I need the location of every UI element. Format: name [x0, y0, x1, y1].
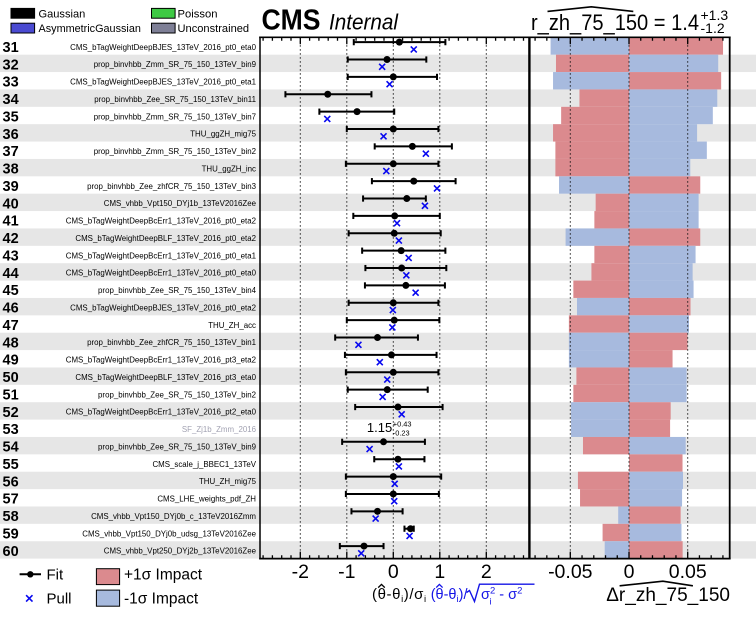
svg-text:0: 0	[624, 561, 635, 583]
svg-text:CMS_scale_j_BBEC1_13TeV: CMS_scale_j_BBEC1_13TeV	[152, 460, 256, 469]
svg-text:0.05: 0.05	[669, 561, 707, 583]
svg-text:33: 33	[3, 75, 19, 91]
svg-text:CMS_bTagWeightDeepBcErr1_13TeV: CMS_bTagWeightDeepBcErr1_13TeV_2016_pt3_…	[66, 356, 256, 365]
svg-text:Pull: Pull	[47, 591, 72, 608]
svg-text:Internal: Internal	[329, 10, 399, 35]
svg-text:Fit: Fit	[47, 567, 64, 584]
svg-text:55: 55	[3, 457, 19, 473]
svg-text:r_zh_75_150 = 1.4: r_zh_75_150 = 1.4	[531, 10, 699, 35]
svg-text:CMS_bTagWeightDeepBcErr1_13TeV: CMS_bTagWeightDeepBcErr1_13TeV_2016_pt0_…	[66, 251, 256, 260]
svg-text:-1σ Impact: -1σ Impact	[124, 591, 199, 608]
svg-text:THU_ZH_mig75: THU_ZH_mig75	[199, 477, 257, 486]
svg-text:CMS_bTagWeightDeepBcErr1_13TeV: CMS_bTagWeightDeepBcErr1_13TeV_2016_pt0_…	[66, 217, 256, 226]
svg-text:THU_ggZH_inc: THU_ggZH_inc	[202, 164, 256, 173]
svg-text:Δr_zh_75_150: Δr_zh_75_150	[606, 585, 730, 606]
svg-text:prop_binvhbb_Zmm_SR_75_150_13T: prop_binvhbb_Zmm_SR_75_150_13TeV_bin9	[94, 60, 257, 69]
svg-text:prop_binvhbb_Zmm_SR_75_150_13T: prop_binvhbb_Zmm_SR_75_150_13TeV_bin2	[94, 147, 256, 156]
svg-text:prop_binvhbb_Zee_SR_75_150_13T: prop_binvhbb_Zee_SR_75_150_13TeV_bin2	[98, 390, 256, 399]
svg-text:CMS_vhbb_Vpt150_DYj1b_13TeV201: CMS_vhbb_Vpt150_DYj1b_13TeV2016Zee	[104, 199, 257, 208]
svg-text:34: 34	[3, 92, 19, 108]
svg-text:35: 35	[3, 109, 19, 125]
svg-text:+1.3: +1.3	[701, 7, 729, 23]
svg-text:prop_binvhbb_Zee_SR_75_150_13T: prop_binvhbb_Zee_SR_75_150_13TeV_bin11	[94, 95, 256, 104]
svg-text:CMS_vhbb_Vpt250_DYj2b_13TeV201: CMS_vhbb_Vpt250_DYj2b_13TeV2016Zee	[104, 547, 257, 556]
svg-text:57: 57	[3, 492, 19, 508]
svg-text:32: 32	[3, 57, 19, 73]
svg-text:THU_ZH_acc: THU_ZH_acc	[208, 321, 256, 330]
svg-text:46: 46	[3, 301, 19, 317]
svg-text:CMS_LHE_weights_pdf_ZH: CMS_LHE_weights_pdf_ZH	[157, 495, 256, 504]
svg-text:-0.05: -0.05	[548, 561, 593, 583]
svg-text:58: 58	[3, 509, 19, 525]
svg-text:(θ-θi)/: (θ-θi)/	[431, 587, 469, 605]
svg-text:59: 59	[3, 526, 19, 542]
svg-text:SF_Zj1b_Zmm_2016: SF_Zj1b_Zmm_2016	[182, 425, 257, 434]
svg-text:60: 60	[3, 544, 19, 560]
svg-text:38: 38	[3, 162, 19, 178]
svg-text:prop_binvhbb_Zee_zhfCR_75_150_: prop_binvhbb_Zee_zhfCR_75_150_13TeV_bin1	[87, 338, 256, 347]
svg-text:36: 36	[3, 127, 19, 143]
svg-text:40: 40	[3, 196, 19, 212]
svg-text:-2: -2	[292, 561, 309, 583]
svg-text:prop_binvhbb_Zee_zhfCR_75_150_: prop_binvhbb_Zee_zhfCR_75_150_13TeV_bin3	[87, 182, 257, 191]
svg-text:0: 0	[388, 561, 399, 583]
svg-text:CMS_bTagWeightDeepBJES_13TeV_2: CMS_bTagWeightDeepBJES_13TeV_2016_pt0_et…	[70, 303, 256, 312]
svg-text:45: 45	[3, 283, 19, 299]
svg-text:-1.2: -1.2	[701, 20, 725, 36]
svg-text:43: 43	[3, 248, 19, 264]
svg-text:44: 44	[3, 266, 19, 282]
svg-text:56: 56	[3, 474, 19, 490]
svg-text:31: 31	[3, 40, 19, 56]
svg-text:+1σ Impact: +1σ Impact	[124, 567, 203, 584]
svg-text:37: 37	[3, 144, 19, 160]
svg-text:Unconstrained: Unconstrained	[178, 23, 250, 35]
svg-text:49: 49	[3, 353, 19, 369]
svg-text:i: i	[490, 597, 492, 608]
svg-text:1: 1	[434, 561, 445, 583]
svg-text:52: 52	[3, 405, 19, 421]
svg-text:CMS_bTagWeightDeepBLF_13TeV_20: CMS_bTagWeightDeepBLF_13TeV_2016_pt3_eta…	[75, 373, 256, 382]
svg-text:CMS_bTagWeightDeepBcErr1_13TeV: CMS_bTagWeightDeepBcErr1_13TeV_2016_pt2_…	[66, 408, 257, 417]
svg-text:prop_binvhbb_Zee_SR_75_150_13T: prop_binvhbb_Zee_SR_75_150_13TeV_bin4	[98, 286, 257, 295]
svg-text:CMS: CMS	[262, 5, 321, 37]
svg-text:Gaussian: Gaussian	[39, 8, 86, 20]
svg-text:(θ-θi)/σi: (θ-θi)/σi	[372, 586, 427, 605]
svg-text:CMS_bTagWeightDeepBLF_13TeV_20: CMS_bTagWeightDeepBLF_13TeV_2016_pt0_eta…	[75, 234, 256, 243]
svg-text:-1: -1	[338, 561, 355, 583]
svg-text:39: 39	[3, 179, 19, 195]
svg-text:+0.43: +0.43	[393, 419, 412, 428]
svg-text:σ2 - σ2: σ2 - σ2	[481, 585, 522, 603]
svg-text:2: 2	[481, 561, 492, 583]
svg-text:THU_ggZH_mig75: THU_ggZH_mig75	[190, 130, 256, 139]
svg-text:50: 50	[3, 370, 19, 386]
svg-text:42: 42	[3, 231, 19, 247]
svg-text:54: 54	[3, 440, 19, 456]
svg-text:47: 47	[3, 318, 19, 334]
svg-text:CMS_vhbb_Vpt150_DYj0b_udsg_13T: CMS_vhbb_Vpt150_DYj0b_udsg_13TeV2016Zee	[82, 529, 256, 538]
svg-text:CMS_vhbb_Vpt150_DYj0b_c_13TeV2: CMS_vhbb_Vpt150_DYj0b_c_13TeV2016Zmm	[91, 512, 256, 521]
svg-text:CMS_bTagWeightDeepBJES_13TeV_2: CMS_bTagWeightDeepBJES_13TeV_2016_pt0_et…	[70, 78, 256, 87]
svg-text:prop_binvhbb_Zmm_SR_75_150_13T: prop_binvhbb_Zmm_SR_75_150_13TeV_bin7	[94, 112, 256, 121]
svg-text:41: 41	[3, 214, 19, 230]
svg-text:48: 48	[3, 335, 19, 351]
svg-text:51: 51	[3, 387, 19, 403]
svg-text:prop_binvhbb_Zee_SR_75_150_13T: prop_binvhbb_Zee_SR_75_150_13TeV_bin9	[98, 442, 257, 451]
svg-text:CMS_bTagWeightDeepBJES_13TeV_2: CMS_bTagWeightDeepBJES_13TeV_2016_pt0_et…	[70, 43, 256, 52]
svg-text:53: 53	[3, 422, 19, 438]
svg-text:-0.23: -0.23	[393, 428, 410, 437]
svg-text:Poisson: Poisson	[178, 8, 218, 20]
svg-text:CMS_bTagWeightDeepBcErr1_13TeV: CMS_bTagWeightDeepBcErr1_13TeV_2016_pt0_…	[66, 269, 257, 278]
svg-text:AsymmetricGaussian: AsymmetricGaussian	[39, 23, 141, 35]
svg-text:1.15: 1.15	[367, 420, 392, 435]
